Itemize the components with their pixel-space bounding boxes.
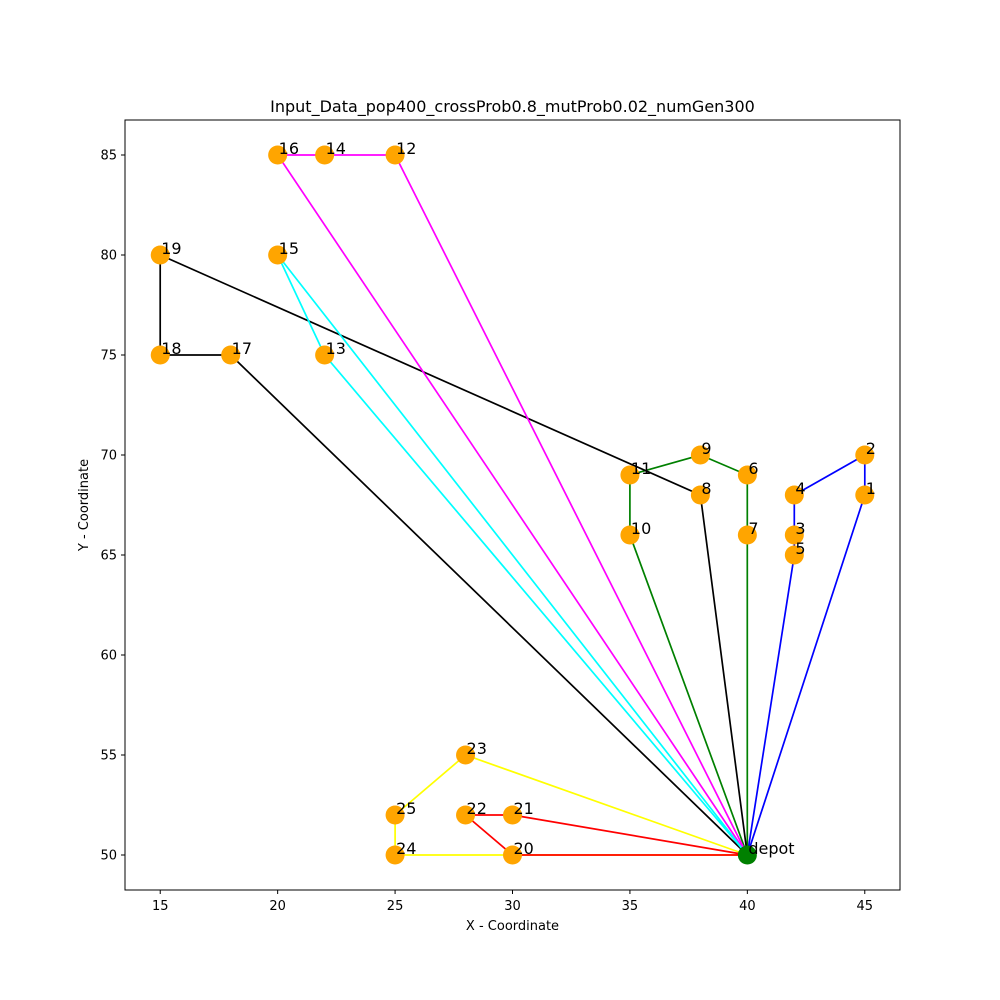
customer-label-10: 10 bbox=[631, 519, 651, 538]
customer-label-24: 24 bbox=[396, 839, 416, 858]
customer-point-16 bbox=[268, 145, 288, 165]
y-tick-label: 85 bbox=[100, 149, 117, 164]
customer-label-17: 17 bbox=[232, 339, 252, 358]
customer-point-21 bbox=[503, 805, 522, 825]
y-tick-label: 50 bbox=[100, 849, 117, 864]
x-tick-label: 30 bbox=[504, 899, 521, 914]
customer-label-14: 14 bbox=[326, 139, 346, 158]
customer-label-7: 7 bbox=[748, 519, 758, 538]
customer-point-14 bbox=[315, 145, 335, 165]
customer-point-4 bbox=[784, 485, 804, 505]
route-line-5 bbox=[276, 254, 748, 856]
customer-label-18: 18 bbox=[161, 339, 181, 358]
customer-label-8: 8 bbox=[701, 479, 711, 498]
x-tick-label: 35 bbox=[622, 899, 639, 914]
customer-point-2 bbox=[855, 445, 875, 465]
customer-label-4: 4 bbox=[795, 479, 805, 498]
y-tick-label: 70 bbox=[100, 449, 117, 464]
x-tick-label: 40 bbox=[739, 899, 756, 914]
customer-point-22 bbox=[456, 805, 476, 825]
customer-label-16: 16 bbox=[279, 139, 299, 158]
x-tick-label: 25 bbox=[387, 899, 404, 914]
customer-label-25: 25 bbox=[396, 799, 416, 818]
customer-label-3: 3 bbox=[795, 519, 805, 538]
customer-label-15: 15 bbox=[279, 239, 299, 258]
point-labels-layer: 1234567891011121314151617181920212223242… bbox=[161, 139, 876, 858]
points-layer bbox=[150, 145, 875, 865]
customer-point-23 bbox=[456, 745, 476, 765]
customer-point-6 bbox=[737, 465, 757, 485]
customer-point-7 bbox=[737, 525, 757, 545]
x-tick-label: 45 bbox=[856, 899, 873, 914]
customer-point-13 bbox=[315, 345, 335, 365]
chart-title: Input_Data_pop400_crossProb0.8_mutProb0.… bbox=[270, 97, 755, 117]
customer-point-15 bbox=[268, 245, 288, 265]
customer-label-13: 13 bbox=[326, 339, 346, 358]
customer-label-12: 12 bbox=[396, 139, 416, 158]
customer-point-18 bbox=[150, 345, 170, 365]
depot-point bbox=[737, 845, 757, 865]
customer-label-23: 23 bbox=[467, 739, 487, 758]
x-axis-ticks: 15 20 25 30 35 40 45 bbox=[152, 890, 873, 914]
customer-label-9: 9 bbox=[701, 439, 711, 458]
x-axis-label: X - Coordinate bbox=[466, 919, 559, 934]
customer-label-6: 6 bbox=[748, 459, 758, 478]
customer-label-19: 19 bbox=[161, 239, 181, 258]
customer-point-8 bbox=[690, 485, 710, 505]
y-axis-ticks: 50 55 60 65 70 75 80 85 bbox=[100, 149, 125, 864]
y-tick-label: 65 bbox=[100, 549, 117, 564]
depot-label: depot bbox=[748, 839, 794, 858]
y-tick-label: 60 bbox=[100, 649, 117, 664]
customer-point-12 bbox=[385, 145, 405, 165]
customer-point-20 bbox=[503, 845, 522, 865]
customer-label-20: 20 bbox=[514, 839, 534, 858]
customer-point-1 bbox=[855, 485, 875, 505]
customer-label-11: 11 bbox=[631, 459, 651, 478]
customer-point-11 bbox=[620, 465, 640, 485]
customer-point-5 bbox=[784, 545, 804, 565]
customer-label-21: 21 bbox=[514, 799, 534, 818]
x-tick-label: 15 bbox=[152, 899, 169, 914]
y-tick-label: 75 bbox=[100, 349, 117, 364]
customer-label-1: 1 bbox=[866, 479, 876, 498]
customer-label-22: 22 bbox=[467, 799, 487, 818]
customer-point-19 bbox=[150, 245, 170, 265]
customer-point-9 bbox=[690, 445, 710, 465]
route-line-3 bbox=[159, 253, 749, 856]
y-axis-label: Y - Coordinate bbox=[77, 459, 92, 552]
y-tick-label: 55 bbox=[100, 749, 117, 764]
customer-point-17 bbox=[221, 345, 241, 365]
customer-point-25 bbox=[385, 805, 405, 825]
customer-point-24 bbox=[385, 845, 405, 865]
y-tick-label: 80 bbox=[100, 249, 117, 264]
customer-label-2: 2 bbox=[866, 439, 876, 458]
customer-point-10 bbox=[620, 525, 640, 545]
customer-point-3 bbox=[784, 525, 804, 545]
x-tick-label: 20 bbox=[269, 899, 286, 914]
customer-label-5: 5 bbox=[795, 539, 805, 558]
